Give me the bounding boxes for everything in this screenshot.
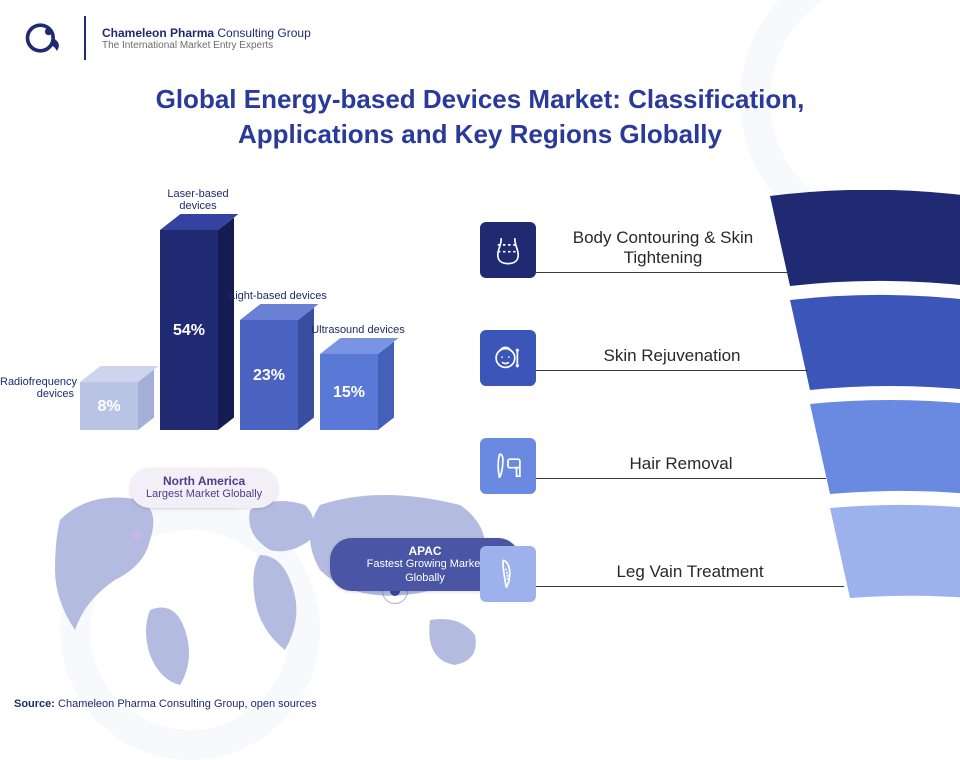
skin-rejuv-icon: [480, 330, 536, 386]
source-text: Chameleon Pharma Consulting Group, open …: [58, 698, 317, 710]
application-row-1: Skin Rejuvenation: [480, 308, 950, 408]
map-callout-north-america: North America Largest Market Globally: [130, 468, 278, 508]
application-row-2: Hair Removal: [480, 416, 950, 516]
world-map-region: North America Largest Market Globally AP…: [20, 460, 520, 690]
source-prefix: Source:: [14, 698, 55, 710]
application-row-3: Leg Vain Treatment: [480, 524, 950, 624]
header: Chameleon Pharma Consulting Group The In…: [20, 14, 311, 62]
callout-na-name: North America: [146, 474, 262, 488]
header-divider: [84, 16, 86, 60]
company-name-strong: Chameleon Pharma: [102, 26, 214, 40]
device-type-bar-chart: 8%Radiofrequency devices54%Laser-based d…: [80, 200, 400, 450]
logo: [20, 14, 68, 62]
company-text: Chameleon Pharma Consulting Group The In…: [102, 26, 311, 51]
application-row-0: Body Contouring & Skin Tightening: [480, 200, 950, 300]
leg-vein-icon: [480, 546, 536, 602]
map-pin-north-america: [132, 530, 142, 540]
page-title: Global Energy-based Devices Market: Clas…: [0, 82, 960, 152]
hair-removal-icon: [480, 438, 536, 494]
callout-na-desc: Largest Market Globally: [146, 488, 262, 501]
application-label: Skin Rejuvenation: [536, 346, 808, 371]
body-contour-icon: [480, 222, 536, 278]
application-label: Leg Vain Treatment: [536, 562, 844, 587]
source-line: Source: Chameleon Pharma Consulting Grou…: [14, 698, 317, 710]
application-label: Hair Removal: [536, 454, 826, 479]
company-tagline: The International Market Entry Experts: [102, 40, 311, 51]
application-label: Body Contouring & Skin Tightening: [536, 228, 790, 273]
company-name-thin: Consulting Group: [217, 26, 310, 40]
applications-list: Body Contouring & Skin Tightening Skin Re…: [480, 200, 950, 632]
